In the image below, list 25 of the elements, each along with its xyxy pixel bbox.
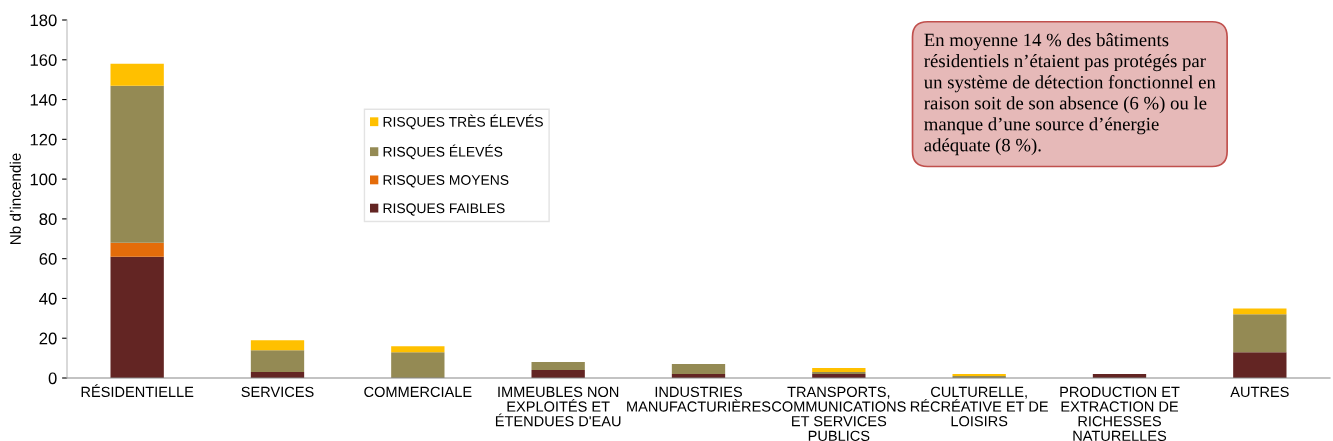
y-tick-label: 60 (39, 253, 57, 265)
y-tick-label: 80 (39, 213, 57, 226)
x-tick-label: INDUSTRIES MANUFACTURIÈRES (627, 386, 771, 412)
y-tick-label: 140 (30, 93, 57, 106)
legend-label: RISQUES FAIBLES (383, 203, 505, 216)
x-tick-label: TRANSPORTS, COMMUNICATIONS ET SERVICES PUBLICS (772, 386, 906, 441)
x-tick-label: SERVICES (241, 386, 314, 398)
y-tick-label: 40 (39, 292, 57, 305)
x-tick-label: RÉSIDENTIELLE (81, 384, 194, 398)
legend-label: RISQUES MOYENS (383, 175, 509, 188)
y-axis-title: Nb d’incendie (9, 153, 21, 245)
x-tick-label: IMMEUBLES NON EXPLOITÉS ET ÉTENDUES D'EAU (495, 386, 621, 427)
y-tick-label: 20 (39, 332, 57, 345)
legend-label: RISQUES TRÈS ÉLEVÉS (383, 114, 543, 130)
x-tick-label: AUTRES (1230, 386, 1289, 398)
annotation: En moyenne 14 % des bâtiments résidentiels n’étaient pas protégés par un système de détection fonctionnel en raison soit de son absence (6 %) ou le manque d’une source d’énergie adéquate (8 %). (924, 33, 1216, 156)
x-tick-label: COMMERCIALE (364, 386, 472, 398)
x-tick-label: CULTURELLE, RÉCRÉATIVE ET DE LOISIRS (910, 386, 1048, 427)
y-tick-label: 0 (48, 372, 57, 385)
y-tick-label: 120 (30, 133, 57, 146)
y-tick-label: 160 (30, 54, 57, 66)
x-tick-label: PRODUCTION ET EXTRACTION DE RICHESSES NATURELLES (1060, 386, 1180, 441)
y-tick-label: 180 (30, 14, 57, 27)
legend-label: RISQUES ÉLEVÉS (383, 144, 503, 160)
y-tick-label: 100 (30, 173, 57, 186)
